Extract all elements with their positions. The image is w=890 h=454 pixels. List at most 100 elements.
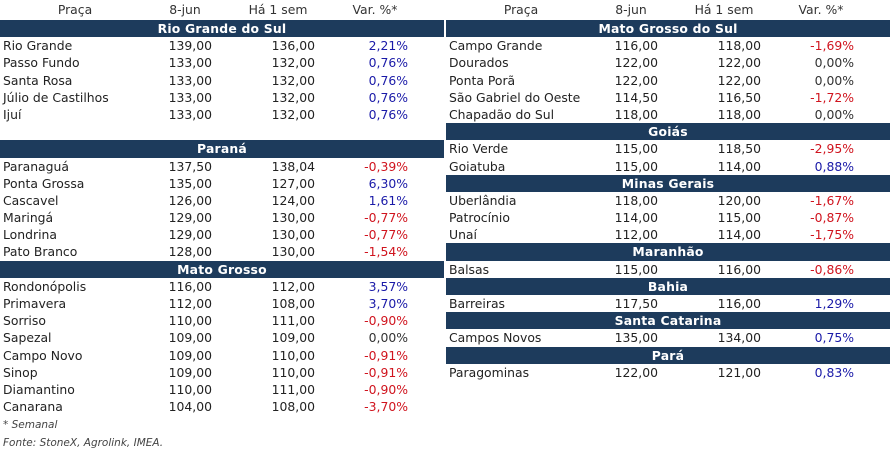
price-current: 133,00: [168, 106, 212, 122]
price-current: 118,00: [614, 106, 658, 122]
price-variation: -1,75%: [810, 227, 854, 243]
table-header: Praça 8-jun Há 1 sem Var. %*: [0, 0, 444, 20]
price-variation: 0,00%: [814, 72, 854, 88]
price-current: 133,00: [168, 72, 212, 88]
price-current: 126,00: [168, 192, 212, 208]
city-name: Maringá: [3, 210, 54, 226]
city-name: Ijuí: [3, 106, 22, 122]
price-previous-week: 124,00: [271, 192, 315, 208]
price-variation: -0,87%: [810, 210, 854, 226]
city-name: Rio Grande: [3, 38, 73, 54]
price-previous-week: 138,04: [271, 158, 315, 174]
table-row: Ijuí 133,00 132,00 0,76%: [0, 106, 444, 123]
city-name: Goiatuba: [449, 158, 506, 174]
price-previous-week: 122,00: [717, 72, 761, 88]
table-row: Maringá 129,00 130,00 -0,77%: [0, 209, 444, 226]
table-row: Unaí 112,00 114,00 -1,75%: [446, 226, 890, 243]
price-variation: 0,76%: [368, 89, 408, 105]
region-header: Santa Catarina: [446, 312, 890, 330]
header-praca: Praça: [57, 2, 93, 17]
table-row: Londrina 129,00 130,00 -0,77%: [0, 226, 444, 243]
price-previous-week: 121,00: [717, 364, 761, 380]
price-current: 122,00: [614, 364, 658, 380]
city-name: Pato Branco: [3, 244, 78, 260]
price-variation: -0,39%: [364, 158, 408, 174]
header-variation: Var. %*: [352, 2, 398, 17]
price-previous-week: 118,00: [717, 106, 761, 122]
table-row: Patrocínio 114,00 115,00 -0,87%: [446, 209, 890, 226]
table-row: Sinop 109,00 110,00 -0,91%: [0, 364, 444, 381]
table-row: Paragominas 122,00 121,00 0,83%: [446, 364, 890, 381]
region-header: Minas Gerais: [446, 174, 890, 192]
table-row: São Gabriel do Oeste 114,50 116,50 -1,72%: [446, 89, 890, 106]
header-date: 8-jun: [169, 2, 201, 17]
city-name: Patrocínio: [449, 210, 510, 226]
region-header: Maranhão: [446, 243, 890, 261]
city-name: Sorriso: [3, 313, 46, 329]
price-current: 129,00: [168, 210, 212, 226]
price-current: 122,00: [614, 55, 658, 71]
price-current: 112,00: [168, 296, 212, 311]
city-name: Campos Novos: [449, 330, 542, 346]
price-current: 114,00: [614, 210, 658, 226]
price-current: 115,00: [614, 141, 658, 157]
price-previous-week: 130,00: [271, 227, 315, 243]
region-header: Paraná: [0, 140, 444, 158]
price-variation: -0,90%: [364, 381, 408, 397]
price-variation: 3,70%: [368, 296, 408, 311]
region-header: Bahia: [446, 277, 890, 295]
price-previous-week: 116,00: [717, 261, 761, 277]
region-header: Mato Grosso: [0, 260, 444, 278]
table-row: Primavera 112,00 108,00 3,70%: [0, 295, 444, 312]
price-variation: -0,86%: [810, 261, 854, 277]
price-variation: 0,76%: [368, 55, 408, 71]
city-name: Passo Fundo: [3, 55, 80, 71]
price-current: 109,00: [168, 347, 212, 363]
city-name: Campo Grande: [449, 38, 543, 54]
price-variation: -0,90%: [364, 313, 408, 329]
table-row: Canarana 104,00 108,00 -3,70%: [0, 398, 444, 415]
table-row: Barreiras 117,50 116,00 1,29%: [446, 295, 890, 312]
price-current: 110,00: [168, 381, 212, 397]
price-previous-week: 130,00: [271, 210, 315, 226]
city-name: Rondonópolis: [3, 278, 87, 294]
price-previous-week: 127,00: [271, 175, 315, 191]
price-previous-week: 132,00: [271, 106, 315, 122]
price-previous-week: 112,00: [271, 278, 315, 294]
price-current: 114,50: [614, 89, 658, 105]
table-row: Rondonópolis 116,00 112,00 3,57%: [0, 278, 444, 295]
header-previous-week: Há 1 sem: [248, 2, 308, 17]
header-previous-week: Há 1 sem: [694, 2, 754, 17]
city-name: Paranaguá: [3, 158, 69, 174]
price-current: 109,00: [168, 364, 212, 380]
table-row: Goiatuba 115,00 114,00 0,88%: [446, 158, 890, 175]
city-name: Londrina: [3, 227, 57, 243]
price-previous-week: 132,00: [271, 55, 315, 71]
price-previous-week: 122,00: [717, 55, 761, 71]
region-header: Pará: [446, 346, 890, 364]
price-current: 116,00: [168, 278, 212, 294]
price-current: 135,00: [614, 330, 658, 346]
price-previous-week: 132,00: [271, 72, 315, 88]
price-variation: -1,69%: [810, 38, 854, 54]
price-variation: -0,91%: [364, 364, 408, 380]
table-row: Paranaguá 137,50 138,04 -0,39%: [0, 158, 444, 175]
price-variation: 0,83%: [814, 364, 854, 380]
price-previous-week: 120,00: [717, 192, 761, 208]
table-row: Chapadão do Sul 118,00 118,00 0,00%: [446, 106, 890, 123]
table-row: Santa Rosa 133,00 132,00 0,76%: [0, 72, 444, 89]
city-name: Uberlândia: [449, 192, 517, 208]
price-current: 116,00: [614, 38, 658, 54]
price-previous-week: 130,00: [271, 244, 315, 260]
right-price-table: Praça 8-jun Há 1 sem Var. %* Mato Grosso do …: [446, 0, 890, 381]
price-current: 135,00: [168, 175, 212, 191]
price-previous-week: 111,00: [271, 381, 315, 397]
table-row: Balsas 115,00 116,00 -0,86%: [446, 261, 890, 278]
city-name: Chapadão do Sul: [449, 106, 555, 122]
city-name: Dourados: [449, 55, 509, 71]
price-current: 117,50: [614, 296, 658, 311]
price-current: 110,00: [168, 313, 212, 329]
price-current: 115,00: [614, 158, 658, 174]
price-previous-week: 110,00: [271, 364, 315, 380]
price-variation: 2,21%: [368, 38, 408, 54]
